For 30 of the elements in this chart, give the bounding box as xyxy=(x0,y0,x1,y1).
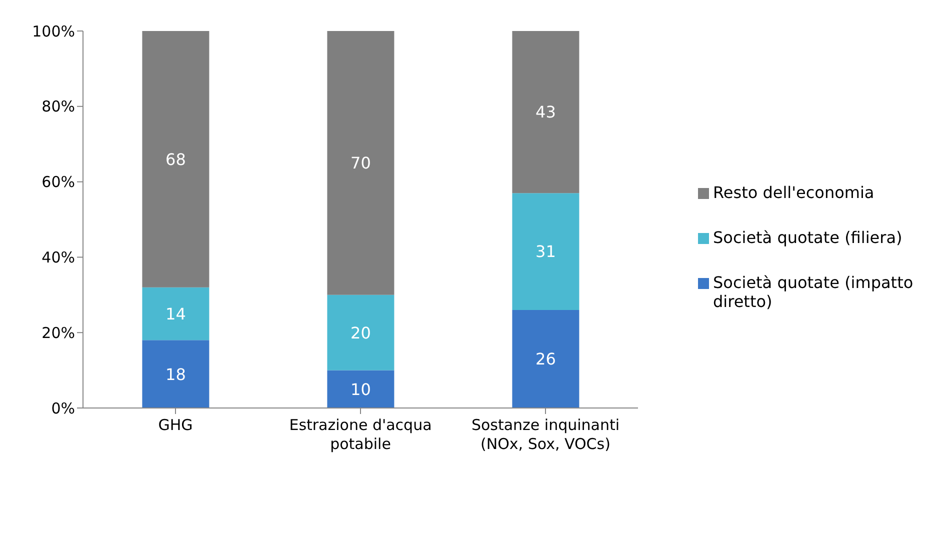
data-label: 18 xyxy=(166,364,186,384)
bar xyxy=(142,287,210,340)
y-tick-label: 100% xyxy=(32,22,75,40)
data-label: 68 xyxy=(166,150,186,169)
y-tick-label: 80% xyxy=(42,98,75,116)
x-tick-label: Sostanze inquinanti (NOx, Sox, VOCs) xyxy=(471,416,620,453)
bar xyxy=(142,340,210,408)
legend-label: Resto dell'economia xyxy=(713,183,874,202)
x-tick-label: GHG xyxy=(158,416,193,434)
data-label: 10 xyxy=(350,380,371,399)
bar xyxy=(327,294,394,370)
bar xyxy=(512,31,580,194)
data-label: 43 xyxy=(536,102,556,122)
bar xyxy=(142,31,210,288)
legend-label: Società quotate (filiera) xyxy=(713,228,902,247)
data-label: 14 xyxy=(166,304,186,324)
data-label: 70 xyxy=(350,154,371,173)
data-label: 26 xyxy=(536,350,556,369)
y-tick-label: 40% xyxy=(42,248,75,267)
x-tick-label: Estrazione d'acqua potabile xyxy=(289,416,432,453)
legend-label: Società quotate (impatto diretto) xyxy=(713,273,914,311)
y-tick-label: 60% xyxy=(42,173,75,192)
bar xyxy=(327,31,394,295)
bar xyxy=(327,370,394,408)
data-label: 20 xyxy=(350,323,371,342)
bar xyxy=(512,193,580,310)
data-label: 31 xyxy=(536,242,556,262)
y-tick-label: 0% xyxy=(51,399,75,418)
bar xyxy=(512,310,580,408)
y-tick-label: 20% xyxy=(42,324,75,342)
